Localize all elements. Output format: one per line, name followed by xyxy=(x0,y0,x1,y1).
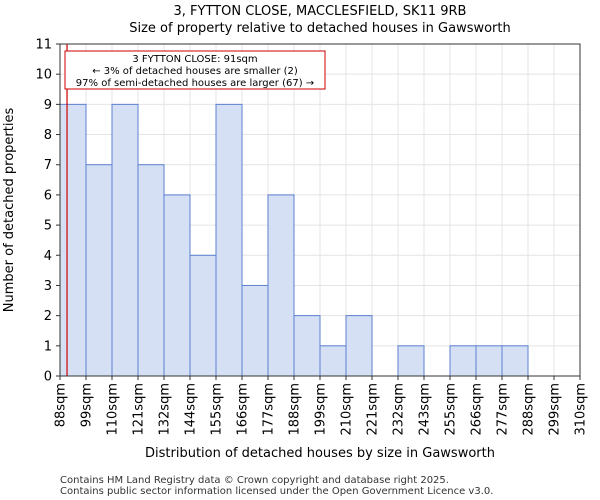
bar-232sqm xyxy=(397,345,425,377)
x-tick-label-144sqm: 144sqm xyxy=(184,383,199,436)
x-axis-label: Distribution of detached houses by size … xyxy=(145,446,495,461)
x-tick-label-255sqm: 255sqm xyxy=(444,383,459,436)
x-tick-label-210sqm: 210sqm xyxy=(340,383,355,436)
x-tick-label-310sqm: 310sqm xyxy=(574,383,589,436)
bars xyxy=(59,103,529,377)
y-tick-label-8: 8 xyxy=(44,128,52,143)
annotation-frame xyxy=(64,50,326,90)
x-tick-label-199sqm: 199sqm xyxy=(314,383,329,436)
bar-188sqm xyxy=(293,315,321,377)
annotation-line-1: 3 FYTTON CLOSE: 91sqm xyxy=(132,54,257,65)
bar-255sqm xyxy=(449,345,477,377)
x-tick-label-166sqm: 166sqm xyxy=(236,383,251,436)
bar-277sqm xyxy=(501,345,529,377)
bar-99sqm xyxy=(85,164,113,377)
footer-line-2: Contains public sector information licen… xyxy=(60,486,493,497)
bar-210sqm xyxy=(345,315,373,377)
x-tick-label-99sqm: 99sqm xyxy=(80,383,95,427)
x-tick-label-177sqm: 177sqm xyxy=(262,383,277,436)
chart-title: 3, FYTTON CLOSE, MACCLESFIELD, SK11 9RB xyxy=(174,4,467,19)
x-tick-label-266sqm: 266sqm xyxy=(470,383,485,436)
x-tick-label-121sqm: 121sqm xyxy=(132,383,147,436)
x-tick-label-88sqm: 88sqm xyxy=(54,383,69,427)
y-tick-label-10: 10 xyxy=(35,68,52,83)
footer-line-1: Contains HM Land Registry data © Crown c… xyxy=(60,475,449,486)
bar-144sqm xyxy=(189,254,217,377)
bar-166sqm xyxy=(241,284,269,377)
y-tick-label-5: 5 xyxy=(44,219,52,234)
x-tick-label-110sqm: 110sqm xyxy=(106,383,121,436)
y-axis-ticks: 0 1 2 3 4 5 6 7 8 9 10 11 xyxy=(35,38,60,385)
y-tick-label-4: 4 xyxy=(44,249,52,264)
x-axis-ticks: 88sqm 99sqm 110sqm 121sqm 132sqm 144sqm 155sqm… xyxy=(54,376,589,436)
y-axis-label: Number of detached properties xyxy=(2,108,17,313)
x-tick-label-243sqm: 243sqm xyxy=(418,383,433,436)
x-tick-label-288sqm: 288sqm xyxy=(522,383,537,436)
annotation-line-3: 97% of semi-detached houses are larger (… xyxy=(76,78,314,89)
x-tick-label-132sqm: 132sqm xyxy=(158,383,173,436)
chart-subtitle: Size of property relative to detached ho… xyxy=(129,21,511,36)
bar-155sqm xyxy=(215,103,243,377)
bar-199sqm xyxy=(319,345,347,377)
y-tick-label-11: 11 xyxy=(35,38,52,53)
y-tick-label-9: 9 xyxy=(44,98,52,113)
bar-177sqm xyxy=(267,194,295,377)
annotation-line-2: ← 3% of detached houses are smaller (2) xyxy=(92,66,298,77)
bar-132sqm xyxy=(163,194,191,377)
y-tick-label-2: 2 xyxy=(44,309,52,324)
x-tick-label-232sqm: 232sqm xyxy=(392,383,407,436)
x-tick-label-277sqm: 277sqm xyxy=(496,383,511,436)
bar-121sqm xyxy=(137,164,165,377)
y-tick-label-3: 3 xyxy=(44,279,52,294)
annotation-box: 3 FYTTON CLOSE: 91sqm ← 3% of detached h… xyxy=(64,50,326,90)
x-tick-label-299sqm: 299sqm xyxy=(548,383,563,436)
y-tick-label-7: 7 xyxy=(44,158,52,173)
y-tick-label-6: 6 xyxy=(44,188,52,203)
bar-110sqm xyxy=(111,103,139,377)
x-tick-label-155sqm: 155sqm xyxy=(210,383,225,436)
y-tick-label-1: 1 xyxy=(44,339,52,354)
bar-266sqm xyxy=(475,345,503,377)
x-tick-label-221sqm: 221sqm xyxy=(366,383,381,436)
y-tick-label-0: 0 xyxy=(44,370,52,385)
bar-88sqm xyxy=(59,103,87,377)
x-tick-label-188sqm: 188sqm xyxy=(288,383,303,436)
